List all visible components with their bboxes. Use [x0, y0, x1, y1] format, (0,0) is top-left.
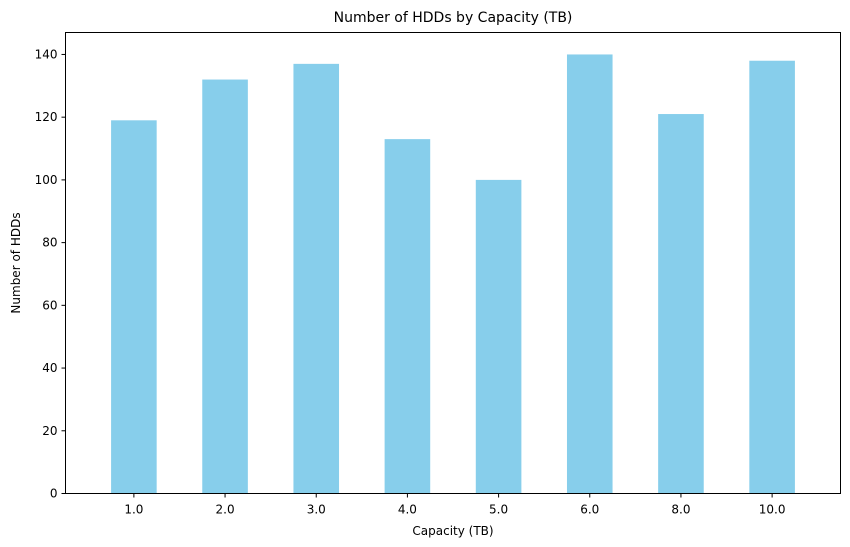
- x-tick-label: 1.0: [124, 503, 143, 517]
- x-tick-label: 3.0: [307, 503, 326, 517]
- y-axis-label: Number of HDDs: [9, 212, 23, 313]
- chart-title: Number of HDDs by Capacity (TB): [334, 10, 573, 26]
- x-tick-label: 2.0: [216, 503, 235, 517]
- x-axis-ticks: 1.0 2.0 3.0 4.0 5.0 6.0 8.0 10.0: [124, 493, 786, 517]
- bar-6.0: [566, 54, 613, 494]
- y-axis-ticks: 0 20 40 60 80 100 120 140: [35, 47, 66, 501]
- bar-1.0: [111, 120, 157, 494]
- y-tick-label: 100: [35, 173, 58, 187]
- bar-4.0: [384, 139, 431, 494]
- bar-3.0: [293, 63, 340, 494]
- bar-5.0: [475, 179, 522, 494]
- bar-8.0: [658, 114, 704, 494]
- y-tick-label: 140: [35, 47, 58, 61]
- y-tick-label: 120: [35, 110, 58, 124]
- y-tick-label: 80: [42, 236, 57, 250]
- x-tick-label: 5.0: [489, 503, 508, 517]
- bar-10.0: [749, 60, 795, 494]
- plot-frame: [65, 32, 841, 494]
- y-tick-label: 60: [42, 298, 57, 312]
- x-tick-label: 4.0: [398, 503, 417, 517]
- y-tick-label: 20: [42, 424, 57, 438]
- x-tick-label: 6.0: [580, 503, 599, 517]
- bars-group: [111, 54, 795, 494]
- x-axis-label: Capacity (TB): [412, 524, 493, 538]
- y-tick-label: 0: [50, 487, 58, 501]
- x-tick-label: 10.0: [759, 503, 786, 517]
- bar-2.0: [202, 79, 248, 494]
- y-tick-label: 40: [42, 361, 57, 375]
- x-tick-label: 8.0: [671, 503, 690, 517]
